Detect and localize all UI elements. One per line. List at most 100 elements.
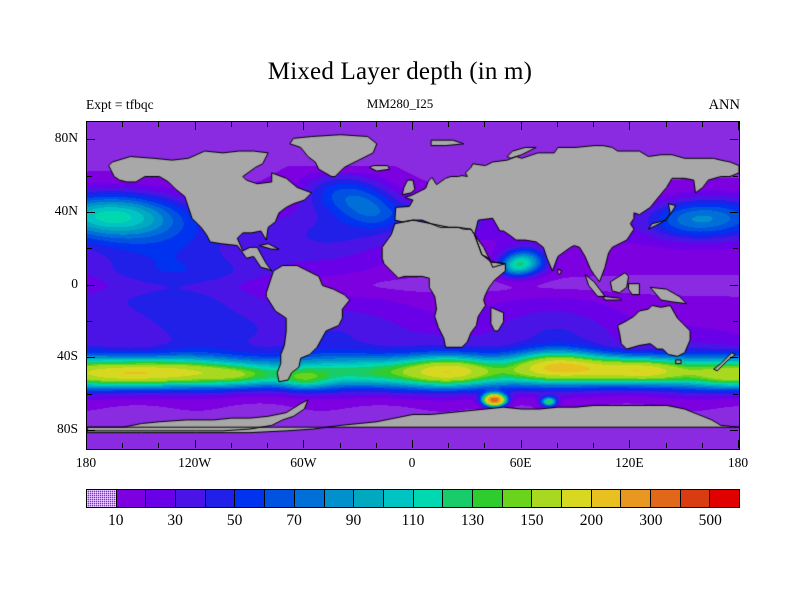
colorbar-swatch bbox=[205, 490, 236, 507]
colorbar-swatch bbox=[413, 490, 444, 507]
y-tick-label: 40S bbox=[56, 348, 78, 364]
tick-mark bbox=[593, 122, 595, 127]
tick-mark bbox=[665, 122, 667, 127]
tick-mark bbox=[339, 122, 341, 127]
tick-mark bbox=[665, 443, 667, 448]
colorbar-swatch bbox=[532, 490, 562, 507]
colorbar-swatch bbox=[383, 490, 414, 507]
tick-mark bbox=[87, 284, 95, 286]
tick-mark bbox=[412, 122, 413, 130]
colorbar-tick-label: 500 bbox=[698, 512, 722, 529]
tick-mark bbox=[86, 122, 87, 130]
mixed-layer-depth-map bbox=[87, 122, 739, 449]
colorbar-tick-label: 90 bbox=[345, 512, 362, 529]
colorbar-swatch bbox=[443, 490, 473, 507]
tick-mark bbox=[194, 122, 196, 130]
colorbar-swatch bbox=[87, 490, 117, 507]
colorbar-cells bbox=[86, 489, 740, 508]
colorbar-swatch bbox=[710, 490, 740, 507]
x-tick-label: 0 bbox=[408, 455, 416, 470]
colorbar bbox=[86, 489, 740, 508]
colorbar-tick-label: 300 bbox=[639, 512, 663, 529]
colorbar-tick-label: 200 bbox=[579, 512, 603, 529]
tick-mark bbox=[733, 175, 738, 177]
tick-mark bbox=[303, 122, 305, 130]
tick-mark bbox=[339, 443, 341, 448]
tick-mark bbox=[484, 122, 486, 127]
y-tick-label: 80S bbox=[56, 420, 78, 436]
tick-mark bbox=[87, 175, 92, 177]
tick-mark bbox=[87, 320, 92, 322]
tick-mark bbox=[738, 122, 739, 130]
tick-mark bbox=[375, 122, 377, 127]
tick-mark bbox=[267, 443, 269, 448]
colorbar-swatch bbox=[621, 490, 652, 507]
tick-mark bbox=[730, 139, 738, 141]
tick-mark bbox=[730, 357, 738, 359]
colorbar-tick-label: 70 bbox=[286, 512, 302, 529]
colorbar-tick-label: 150 bbox=[520, 512, 544, 529]
colorbar-swatch bbox=[324, 490, 355, 507]
tick-mark bbox=[593, 443, 595, 448]
tick-mark bbox=[733, 248, 738, 250]
tick-mark bbox=[87, 393, 92, 395]
tick-mark bbox=[730, 211, 738, 213]
tick-mark bbox=[730, 284, 738, 286]
page-title: Mixed Layer depth (in m) bbox=[267, 58, 533, 85]
x-tick-label: 60E bbox=[509, 455, 532, 470]
tick-mark bbox=[629, 440, 631, 448]
tick-mark bbox=[448, 122, 450, 127]
tick-mark bbox=[484, 443, 486, 448]
tick-mark bbox=[86, 440, 87, 448]
y-tick-label: 0 bbox=[71, 275, 78, 291]
x-tick-label: 120E bbox=[615, 455, 644, 470]
tick-mark bbox=[87, 248, 92, 250]
colorbar-tick-label: 130 bbox=[460, 512, 485, 529]
x-tick-label: 120W bbox=[178, 455, 212, 470]
tick-mark bbox=[733, 320, 738, 322]
colorbar-swatch bbox=[265, 490, 295, 507]
tick-mark bbox=[556, 122, 558, 127]
colorbar-swatch bbox=[146, 490, 177, 507]
x-tick-label: 60W bbox=[290, 455, 317, 470]
map-plot-area bbox=[86, 121, 740, 450]
tick-mark bbox=[733, 393, 738, 395]
tick-mark bbox=[87, 211, 95, 213]
colorbar-swatch bbox=[354, 490, 384, 507]
tick-mark bbox=[556, 443, 558, 448]
season-label: ANN bbox=[708, 97, 740, 113]
tick-mark bbox=[87, 139, 95, 141]
experiment-label: Expt = tfbqc bbox=[86, 97, 154, 112]
colorbar-tick-label: 30 bbox=[167, 512, 183, 529]
colorbar-swatch bbox=[235, 490, 266, 507]
tick-mark bbox=[87, 429, 95, 431]
colorbar-swatch bbox=[176, 490, 206, 507]
colorbar-tick-label: 10 bbox=[107, 512, 124, 529]
tick-mark bbox=[158, 443, 160, 448]
colorbar-swatch bbox=[294, 490, 325, 507]
tick-mark bbox=[303, 440, 305, 448]
tick-mark bbox=[520, 122, 522, 130]
tick-mark bbox=[629, 122, 631, 130]
colorbar-swatch bbox=[116, 490, 147, 507]
tick-mark bbox=[701, 122, 703, 127]
colorbar-swatch bbox=[562, 490, 592, 507]
y-tick-label: 80N bbox=[54, 130, 78, 146]
tick-mark bbox=[87, 357, 95, 359]
tick-mark bbox=[738, 440, 739, 448]
tick-mark bbox=[230, 122, 232, 127]
tick-mark bbox=[448, 443, 450, 448]
tick-mark bbox=[520, 440, 522, 448]
tick-mark bbox=[122, 122, 124, 127]
tick-mark bbox=[230, 443, 232, 448]
colorbar-swatch bbox=[680, 490, 711, 507]
colorbar-swatch bbox=[591, 490, 622, 507]
tick-mark bbox=[158, 122, 160, 127]
tick-mark bbox=[375, 443, 377, 448]
tick-mark bbox=[701, 443, 703, 448]
colorbar-swatch bbox=[651, 490, 681, 507]
colorbar-tick-label: 110 bbox=[401, 512, 425, 529]
tick-mark bbox=[730, 429, 738, 431]
colorbar-swatch bbox=[502, 490, 533, 507]
